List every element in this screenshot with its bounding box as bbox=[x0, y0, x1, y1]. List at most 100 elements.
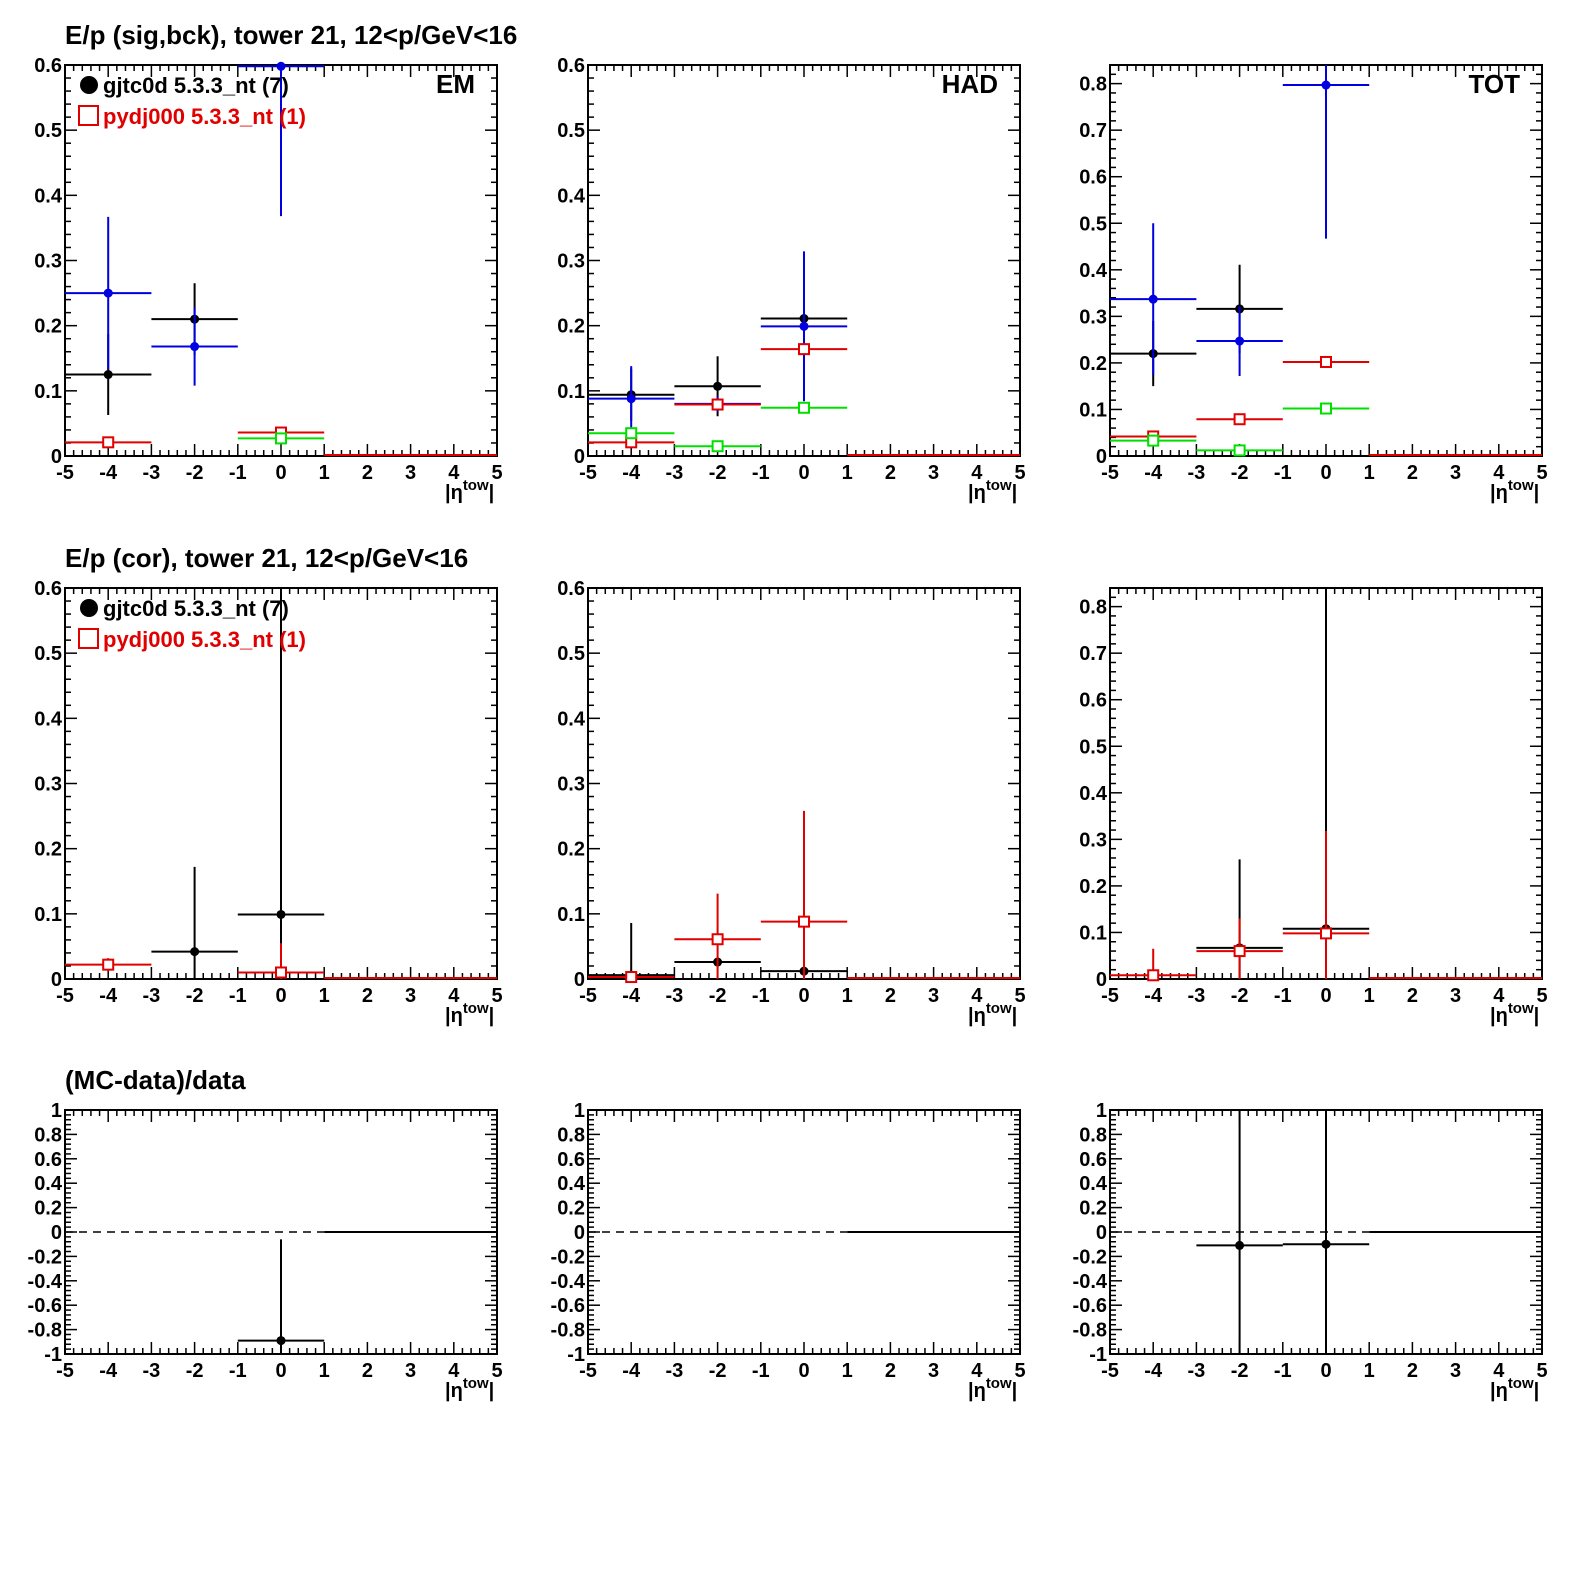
y-tick-label: 0.4 bbox=[557, 708, 586, 730]
y-tick-label: 0.4 bbox=[557, 1173, 586, 1195]
data-point bbox=[237, 1239, 325, 1354]
x-tick-label: -3 bbox=[143, 985, 161, 1007]
data-point bbox=[1196, 918, 1283, 979]
data-point bbox=[151, 307, 238, 386]
data-point bbox=[674, 440, 761, 453]
x-tick-label: 2 bbox=[1407, 1360, 1418, 1382]
y-tick-label: 0.7 bbox=[1079, 643, 1107, 665]
x-tick-label: 3 bbox=[405, 462, 416, 484]
x-tick-label: -5 bbox=[579, 1360, 597, 1382]
marker-dot bbox=[1235, 336, 1245, 346]
data-point bbox=[151, 866, 238, 979]
x-tick-label: 2 bbox=[1407, 462, 1418, 484]
x-tick-label: 3 bbox=[405, 1360, 416, 1382]
x-tick-label: -1 bbox=[1274, 1360, 1292, 1382]
series-blue bbox=[1110, 65, 1370, 376]
data-point bbox=[65, 216, 152, 370]
y-tick-label: -1 bbox=[567, 1344, 585, 1366]
row3-title: (MC-data)/data bbox=[65, 1065, 246, 1095]
marker-square bbox=[275, 966, 287, 979]
y-tick-label: 0.8 bbox=[1079, 597, 1107, 619]
series-red bbox=[1110, 830, 1370, 982]
marker-square bbox=[1320, 402, 1332, 415]
y-tick-label: 1 bbox=[574, 1100, 585, 1122]
x-tick-label: 3 bbox=[928, 1360, 939, 1382]
x-axis-label: |ηtow| bbox=[968, 477, 1017, 504]
x-tick-label: 4 bbox=[448, 985, 460, 1007]
panel-r0-c2: -5 -4 -3 -2 -1 0 1 2 3 4 5 0 0.1 0.2 0.3 0.4 0.5 0.6 0.7 0.… bbox=[1079, 64, 1548, 504]
x-tick-label: -4 bbox=[622, 462, 641, 484]
x-axis-label: |ηtow| bbox=[1490, 1375, 1539, 1402]
y-tick-label: 0 bbox=[574, 1222, 585, 1244]
series-black bbox=[1110, 264, 1283, 387]
x-axis-label-end: | bbox=[489, 1380, 495, 1402]
x-tick-label: 5 bbox=[491, 1360, 502, 1382]
y-tick-label: 0 bbox=[1096, 1222, 1107, 1244]
x-axis-label-sup: tow bbox=[463, 1000, 489, 1017]
data-point bbox=[1282, 355, 1370, 368]
legend-marker-square bbox=[78, 628, 99, 649]
panel-r0-c0: -5 -4 -3 -2 -1 0 1 2 3 4 5 0 0.1 0.2 0.3 0.4 0.5 0.6 |ηtow… bbox=[34, 55, 502, 504]
x-tick-label: 0 bbox=[275, 1360, 286, 1382]
x-tick-label: -1 bbox=[752, 985, 770, 1007]
y-tick-label: 0.5 bbox=[557, 643, 585, 665]
y-tick-label: 0.2 bbox=[557, 316, 585, 338]
data-point bbox=[674, 893, 761, 979]
x-axis-label-sup: tow bbox=[1508, 477, 1534, 494]
x-axis-label-sup: tow bbox=[986, 477, 1012, 494]
x-tick-label: 5 bbox=[1014, 985, 1025, 1007]
marker-square bbox=[1320, 355, 1332, 368]
marker-dot bbox=[1321, 80, 1331, 90]
y-tick-label: 0.1 bbox=[557, 904, 585, 926]
x-tick-label: 4 bbox=[971, 1360, 983, 1382]
data-point bbox=[237, 61, 325, 217]
y-tick-label: -0.6 bbox=[551, 1295, 585, 1317]
series-red bbox=[588, 343, 848, 449]
y-tick-label: 0.5 bbox=[34, 643, 62, 665]
y-tick-label: 0.2 bbox=[34, 316, 62, 338]
y-tick-label: -0.4 bbox=[551, 1271, 586, 1293]
panel-r0-c1: -5 -4 -3 -2 -1 0 1 2 3 4 5 0 0.1 0.2 0.3 0.4 0.5 0.6 |ηtow… bbox=[557, 55, 1025, 504]
y-tick-label: 0.3 bbox=[557, 251, 585, 273]
data-point bbox=[1110, 223, 1197, 376]
y-tick-label: 0.6 bbox=[557, 55, 585, 77]
x-tick-label: -3 bbox=[666, 462, 684, 484]
y-tick-label: 0.5 bbox=[557, 120, 585, 142]
data-point bbox=[237, 588, 325, 979]
y-tick-label: -0.4 bbox=[28, 1271, 63, 1293]
y-tick-label: 1 bbox=[1096, 1100, 1107, 1122]
x-tick-label: -4 bbox=[99, 1360, 118, 1382]
panel-r1-c2: -5 -4 -3 -2 -1 0 1 2 3 4 5 0 0.1 0.2 0.3 0.4 0.5 0.6 0.7 0.… bbox=[1079, 587, 1548, 1027]
corner-label: EM bbox=[436, 69, 475, 99]
x-axis-label-end: | bbox=[489, 482, 495, 504]
panel-r2-c1: -5 -4 -3 -2 -1 0 1 2 3 4 5-1-0.8-0.6-0.4-0.200.20.… bbox=[551, 1100, 1026, 1402]
x-tick-label: 4 bbox=[971, 462, 983, 484]
data-point bbox=[1196, 306, 1283, 376]
y-tick-label: 0.1 bbox=[34, 381, 62, 403]
x-tick-label: 2 bbox=[1407, 985, 1418, 1007]
marker-square bbox=[1147, 434, 1160, 447]
marker-dot bbox=[276, 61, 286, 71]
data-point bbox=[760, 810, 848, 979]
x-axis-label-sup: tow bbox=[986, 1000, 1012, 1017]
y-tick-label: 0.3 bbox=[557, 774, 585, 796]
y-tick-label: 0 bbox=[574, 446, 585, 468]
marker-dot bbox=[276, 909, 286, 919]
x-tick-label: 1 bbox=[842, 985, 853, 1007]
y-tick-label: 0.4 bbox=[34, 708, 63, 730]
y-tick-label: 0.6 bbox=[34, 578, 62, 600]
y-tick-label: -0.4 bbox=[1073, 1271, 1108, 1293]
y-tick-label: 0 bbox=[51, 1222, 62, 1244]
legend: gjtc0d 5.3.3_nt (7) pydj000 5.3.3_nt (1) bbox=[78, 596, 306, 652]
y-tick-label: 0.4 bbox=[34, 185, 63, 207]
legend-data-label: gjtc0d 5.3.3_nt (7) bbox=[103, 596, 289, 621]
y-tick-label: 0.2 bbox=[34, 839, 62, 861]
data-point bbox=[65, 958, 152, 972]
y-tick-label: -0.6 bbox=[1073, 1295, 1107, 1317]
x-tick-label: 1 bbox=[319, 462, 330, 484]
x-tick-label: -1 bbox=[229, 462, 247, 484]
x-axis-label-main: |η bbox=[968, 1380, 986, 1402]
x-tick-label: -1 bbox=[1274, 985, 1292, 1007]
row1-title: E/p (sig,bck), tower 21, 12<p/GeV<16 bbox=[65, 20, 517, 50]
data-point bbox=[237, 943, 325, 979]
